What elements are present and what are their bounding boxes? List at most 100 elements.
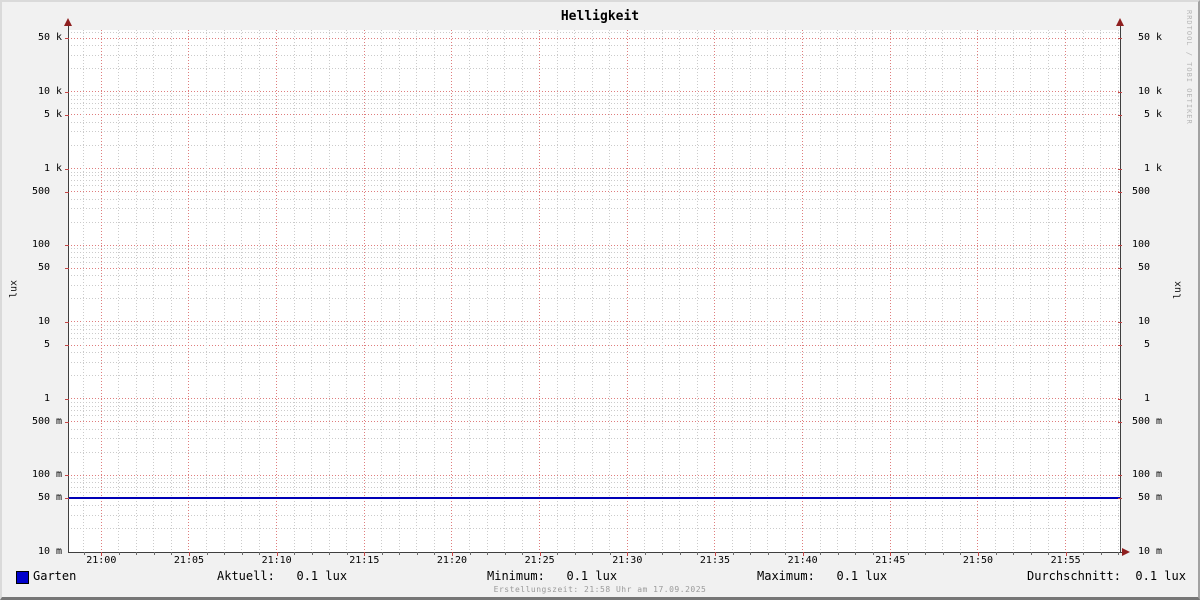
x-tick-label: 21:25 [524, 555, 555, 566]
minor-x-gridline [433, 30, 435, 552]
y-major-tick-left [65, 91, 69, 93]
y-tick-unit-right: k [1156, 108, 1163, 120]
x-axis-tick [1013, 552, 1015, 555]
legend-stat: Aktuell: 0.1 lux [217, 569, 348, 583]
y-axis-arrow-left-icon [64, 18, 72, 26]
y-major-tick-left [65, 268, 69, 270]
x-axis-tick [714, 552, 716, 556]
x-axis-tick [276, 552, 278, 556]
y-major-tick-left [65, 245, 69, 247]
y-tick-label-right: 50 [1137, 492, 1150, 504]
x-axis-tick [346, 552, 348, 555]
creation-time-footer: Erstellungszeit: 21:58 Uhr am 17.09.2025 [493, 585, 707, 594]
x-tick-label: 21:00 [86, 555, 117, 566]
major-y-gridline [68, 398, 1120, 400]
minor-x-gridline [784, 30, 786, 552]
y-tick-unit-right: k [1156, 162, 1163, 174]
minor-y-gridline [68, 208, 1120, 210]
major-x-gridline [977, 30, 979, 552]
major-x-gridline [802, 30, 804, 552]
major-x-gridline [363, 30, 365, 552]
x-axis-tick [1048, 552, 1050, 555]
x-axis-tick [294, 552, 296, 555]
minor-y-gridline [68, 256, 1120, 258]
x-axis-tick [1100, 552, 1102, 555]
x-axis-tick [574, 552, 576, 555]
x-axis-tick [1030, 552, 1032, 555]
y-tick-label-left: 100 [31, 239, 50, 251]
y-tick-label-left: 10 [37, 315, 50, 327]
x-axis-tick [153, 552, 155, 555]
minor-x-gridline [732, 30, 733, 552]
minor-x-gridline [854, 30, 856, 552]
y-tick-unit-left: k [56, 108, 63, 120]
major-y-gridline [68, 114, 1120, 116]
y-tick-label-left: 5 [43, 108, 50, 120]
minor-x-gridline [258, 30, 260, 552]
legend-stat: Durchschnitt: 0.1 lux [1027, 569, 1186, 583]
minor-y-gridline [68, 248, 1120, 250]
minor-y-gridline [68, 491, 1120, 493]
minor-y-gridline [68, 54, 1120, 56]
minor-y-gridline [68, 171, 1120, 173]
minor-y-gridline [68, 284, 1120, 286]
minor-y-gridline [68, 275, 1120, 277]
x-axis-tick [820, 552, 822, 555]
major-x-gridline [451, 30, 453, 552]
minor-y-gridline [68, 221, 1120, 223]
minor-y-gridline [68, 528, 1120, 530]
y-tick-label-left: 5 [43, 339, 50, 350]
minor-y-gridline [68, 351, 1120, 353]
minor-x-gridline [1100, 30, 1102, 552]
y-tick-label-left: 50 [37, 492, 50, 504]
minor-x-gridline [398, 30, 400, 552]
y-tick-label-left: 500 [31, 185, 50, 197]
minor-y-gridline [68, 175, 1120, 177]
x-axis-tick [732, 552, 734, 555]
x-axis-arrow-icon [1122, 548, 1130, 556]
y-major-tick-right [1118, 498, 1122, 500]
minor-x-gridline [767, 30, 769, 552]
x-axis-tick [487, 552, 489, 555]
x-axis-tick [224, 552, 226, 555]
minor-y-gridline [68, 68, 1120, 70]
x-axis-tick [627, 552, 629, 556]
minor-x-gridline [293, 30, 295, 552]
x-tick-label: 21:30 [612, 555, 643, 566]
x-axis-tick [679, 552, 681, 555]
minor-y-gridline [68, 98, 1120, 100]
minor-y-gridline [68, 438, 1120, 440]
x-axis-tick [907, 552, 909, 555]
y-tick-label-right: 100 [1132, 239, 1151, 251]
x-axis-line [68, 552, 1122, 553]
major-x-gridline [188, 30, 190, 552]
y-major-tick-right [1118, 421, 1122, 423]
x-axis-tick [522, 552, 524, 555]
minor-y-gridline [68, 428, 1120, 430]
x-axis-tick [504, 552, 506, 555]
minor-y-gridline [68, 121, 1120, 123]
minor-x-gridline [153, 30, 155, 552]
minor-y-gridline [68, 486, 1120, 488]
minor-y-gridline [68, 361, 1120, 363]
x-axis-tick [101, 552, 103, 556]
minor-x-gridline [1030, 30, 1032, 552]
x-axis-tick [855, 552, 857, 555]
y-tick-label-left: 10 [37, 85, 50, 97]
major-y-gridline [68, 244, 1120, 246]
y-tick-label-right: 500 [1132, 415, 1151, 427]
y-axis-line-right [1120, 24, 1121, 552]
x-axis-tick [399, 552, 401, 555]
y-major-tick-right [1118, 38, 1122, 40]
major-x-gridline [276, 30, 278, 552]
minor-x-gridline [416, 30, 418, 552]
minor-y-gridline [68, 375, 1120, 377]
minor-x-gridline [521, 30, 523, 552]
minor-y-gridline [68, 131, 1120, 133]
y-tick-label-right: 500 [1132, 185, 1151, 197]
x-axis-tick [83, 552, 85, 555]
major-x-gridline [889, 30, 891, 552]
x-axis-tick [1065, 552, 1067, 556]
y-tick-unit-left: m [56, 492, 63, 504]
